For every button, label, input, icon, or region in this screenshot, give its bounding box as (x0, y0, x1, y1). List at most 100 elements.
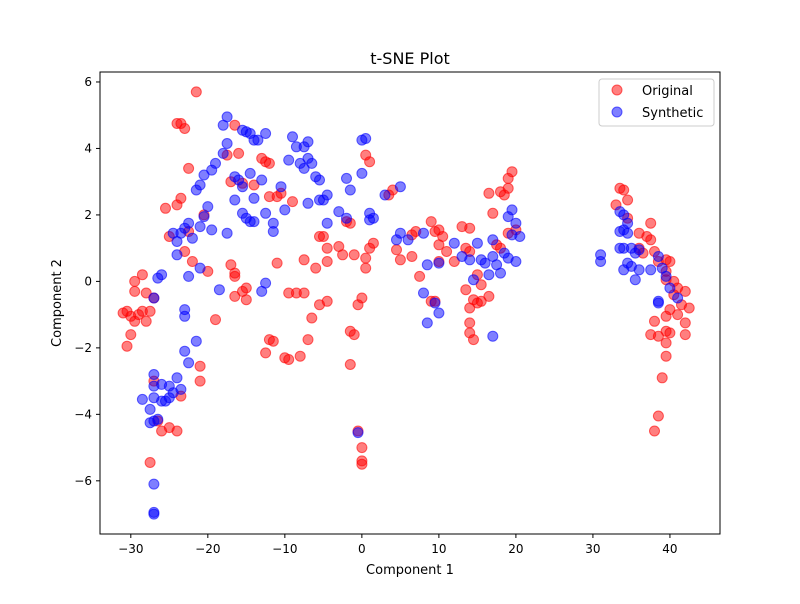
synthetic-point-130 (144, 403, 156, 415)
original-point-59 (348, 249, 360, 261)
original-point-99 (356, 458, 368, 470)
original-point-90 (194, 360, 206, 372)
synthetic-point-109 (190, 335, 202, 347)
original-point-32 (229, 290, 241, 302)
original-point-131 (483, 290, 495, 302)
original-point-19 (171, 199, 183, 211)
synthetic-point-73 (418, 227, 429, 239)
x-tick-label: 40 (662, 542, 677, 556)
original-point-44 (298, 287, 310, 299)
original-point-176 (679, 317, 691, 329)
y-axis: −6 −4 −2 0 2 4 6 (74, 75, 100, 488)
original-point-115 (441, 246, 453, 257)
y-axis-label: Component 2 (50, 259, 65, 347)
original-point-125 (475, 295, 487, 307)
original-point-173 (660, 337, 672, 349)
synthetic-point-40 (275, 181, 287, 193)
original-point-29 (229, 270, 241, 282)
synthetic-point-102 (183, 270, 195, 282)
original-point-47 (321, 295, 333, 307)
original-point-25 (186, 256, 198, 267)
original-point-107 (425, 216, 437, 228)
original-point-128 (464, 317, 476, 329)
synthetic-point-133 (148, 508, 160, 520)
original-point-91 (144, 457, 156, 468)
original-point-89 (194, 375, 206, 387)
original-point-36 (267, 335, 279, 347)
synthetic-point-64 (356, 167, 368, 179)
synthetic-point-32 (248, 192, 260, 204)
original-point-95 (356, 292, 368, 304)
synthetic-point-46 (302, 136, 314, 148)
original-point-11 (248, 179, 260, 191)
synthetic-point-84 (471, 237, 483, 249)
points-layer (117, 86, 695, 520)
synthetic-point-99 (487, 234, 499, 246)
original-point-170 (652, 330, 664, 342)
original-point-49 (298, 254, 310, 266)
synthetic-point-101 (194, 262, 206, 274)
synthetic-point-11 (206, 164, 218, 176)
synthetic-point-134 (352, 427, 364, 439)
original-point-39 (283, 354, 295, 365)
synthetic-point-86 (479, 257, 491, 269)
original-point-72 (121, 340, 133, 352)
plot-frame (99, 71, 721, 535)
x-axis-label: Component 1 (366, 563, 454, 578)
original-point-87 (171, 425, 183, 437)
original-point-48 (271, 257, 283, 269)
synthetic-point-147 (633, 244, 645, 256)
synthetic-point-117 (136, 393, 148, 405)
synthetic-point-87 (483, 269, 495, 281)
original-point-106 (414, 270, 426, 282)
original-point-101 (391, 244, 402, 256)
original-point-31 (240, 294, 252, 306)
synthetic-point-126 (175, 383, 187, 395)
synthetic-point-24 (206, 224, 218, 236)
x-axis: −30 −20 −10 0 10 20 30 40 (118, 534, 678, 556)
synthetic-point-42 (283, 154, 295, 166)
original-point-119 (464, 222, 476, 234)
synthetic-point-48 (298, 162, 310, 174)
original-point-77 (140, 287, 152, 299)
synthetic-point-83 (468, 274, 479, 286)
y-tick-label: 0 (84, 274, 92, 288)
original-point-9 (263, 157, 275, 169)
legend-label-synthetic: Synthetic (642, 106, 703, 121)
original-point-116 (448, 256, 460, 267)
synthetic-point-156 (660, 270, 672, 282)
y-tick-label: 2 (84, 208, 92, 222)
synthetic-point-39 (267, 226, 279, 237)
synthetic-point-154 (652, 251, 664, 262)
y-tick-label: 6 (84, 75, 92, 89)
synthetic-point-15 (202, 201, 214, 213)
synthetic-point-112 (148, 292, 160, 304)
synthetic-point-26 (229, 194, 241, 206)
synthetic-point-41 (279, 204, 291, 216)
synthetic-point-53 (302, 197, 314, 209)
original-point-43 (283, 287, 295, 299)
original-point-175 (672, 309, 684, 321)
x-tick-label: 10 (431, 542, 446, 556)
original-point-103 (406, 251, 418, 262)
original-point-33 (240, 282, 252, 294)
synthetic-point-68 (379, 189, 391, 201)
x-tick-label: 20 (508, 542, 523, 556)
original-point-40 (294, 350, 306, 362)
synthetic-point-78 (433, 307, 445, 319)
original-point-178 (656, 372, 668, 384)
y-tick-label: −4 (74, 407, 92, 421)
synthetic-point-29 (237, 181, 248, 193)
y-tick-label: −6 (74, 474, 92, 488)
original-point-180 (649, 425, 660, 437)
synthetic-point-76 (421, 317, 433, 329)
original-point-145 (622, 194, 634, 206)
original-point-65 (360, 149, 372, 161)
original-point-63 (367, 237, 379, 249)
original-point-58 (337, 249, 349, 261)
synthetic-point-108 (179, 310, 191, 322)
original-point-80 (144, 305, 156, 317)
original-point-45 (306, 312, 318, 324)
synthetic-point-114 (156, 269, 168, 281)
